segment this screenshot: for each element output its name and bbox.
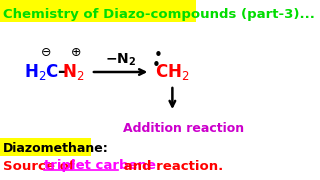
Text: –: – bbox=[58, 63, 66, 81]
Text: ⊕: ⊕ bbox=[71, 46, 81, 58]
Text: ⊖: ⊖ bbox=[41, 46, 51, 58]
FancyBboxPatch shape bbox=[0, 138, 91, 156]
Text: •: • bbox=[152, 57, 161, 73]
Text: CH$_2$: CH$_2$ bbox=[155, 62, 190, 82]
Text: $\mathbf{-N_2}$: $\mathbf{-N_2}$ bbox=[105, 52, 136, 68]
Text: Diazomethane:: Diazomethane: bbox=[3, 143, 109, 156]
Text: Source of: Source of bbox=[3, 159, 79, 172]
Text: triplet carbene: triplet carbene bbox=[44, 159, 156, 172]
Text: Addition reaction: Addition reaction bbox=[123, 122, 244, 134]
Text: N$_2$: N$_2$ bbox=[62, 62, 85, 82]
Text: Chemistry of Diazo-compounds (part-3)...: Chemistry of Diazo-compounds (part-3)... bbox=[3, 8, 315, 21]
FancyBboxPatch shape bbox=[0, 0, 196, 22]
Text: H$_2$C: H$_2$C bbox=[24, 62, 59, 82]
Text: and reaction.: and reaction. bbox=[119, 159, 223, 172]
Text: •: • bbox=[154, 48, 163, 62]
